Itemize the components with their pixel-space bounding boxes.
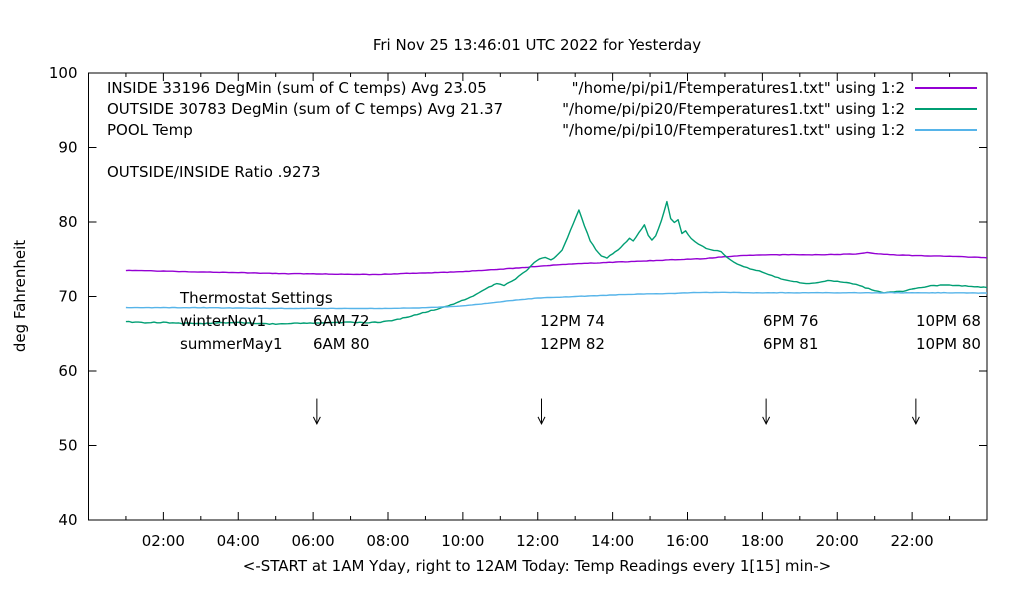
y-tick-label: 80 [58,213,77,231]
chart-title: Fri Nov 25 13:46:01 UTC 2022 for Yesterd… [373,36,701,54]
x-tick-label: 20:00 [816,532,859,550]
x-tick-label: 22:00 [891,532,934,550]
y-axis-label: deg Fahrenheit [11,240,29,352]
chart-generated-layer: 02:00 04:00 06:00 08:00 10:00 12:00 14:00 16:00… [49,64,988,550]
thermostat-summer-6pm: 6PM 81 [763,335,818,353]
thermostat-winter-6am: 6AM 72 [313,312,370,330]
thermostat-summer-10pm: 10PM 80 [916,335,981,353]
inside-series-line [125,251,988,276]
y-tick-label: 100 [49,64,78,82]
y-tick-label: 50 [58,437,77,455]
legend-inside-source: "/home/pi/pi1/Ftemperatures1.txt" using … [572,79,905,97]
thermostat-winter-10pm: 10PM 68 [916,312,981,330]
outside-inside-ratio-label: OUTSIDE/INSIDE Ratio .9273 [107,163,321,181]
thermostat-winter-12pm: 12PM 74 [540,312,605,330]
x-tick-label: 12:00 [516,532,559,550]
down-arrow-head-icon [762,416,771,426]
thermostat-summer-6am: 6AM 80 [313,335,370,353]
down-arrow-head-icon [537,416,546,426]
x-tick-label: 04:00 [217,532,260,550]
chart-labels-layer: Fri Nov 25 13:46:01 UTC 2022 for Yesterd… [11,36,981,575]
down-arrow-head-icon [911,416,920,426]
legend-pool-source: "/home/pi/pi10/Ftemperatures1.txt" using… [562,121,905,139]
legend-outside-source: "/home/pi/pi20/Ftemperatures1.txt" using… [562,100,905,118]
thermostat-settings-heading: Thermostat Settings [179,289,333,307]
x-tick-label: 06:00 [292,532,335,550]
legend-pool-label: POOL Temp [107,121,193,139]
outside-series-line [125,200,988,325]
x-tick-label: 02:00 [142,532,185,550]
thermostat-summer-12pm: 12PM 82 [540,335,605,353]
y-tick-label: 60 [58,362,77,380]
down-arrow-head-icon [312,416,321,426]
y-tick-label: 90 [58,139,77,157]
x-tick-label: 18:00 [741,532,784,550]
x-axis-label: <-START at 1AM Yday, right to 12AM Today… [243,557,831,575]
legend-inside-label: INSIDE 33196 DegMin (sum of C temps) Avg… [107,79,487,97]
pool-series-line [125,291,988,310]
y-tick-label: 70 [58,288,77,306]
thermostat-winter-6pm: 6PM 76 [763,312,818,330]
thermostat-time-arrows [312,398,920,426]
x-tick-label: 14:00 [591,532,634,550]
x-tick-label: 10:00 [441,532,484,550]
y-tick-label: 40 [58,511,77,529]
x-tick-label: 16:00 [666,532,709,550]
thermostat-summer-label: summerMay1 [180,335,283,353]
axis-ticks [88,72,987,521]
thermostat-winter-label: winterNov1 [180,312,266,330]
x-tick-label: 08:00 [366,532,409,550]
legend-outside-label: OUTSIDE 30783 DegMin (sum of C temps) Av… [107,100,503,118]
